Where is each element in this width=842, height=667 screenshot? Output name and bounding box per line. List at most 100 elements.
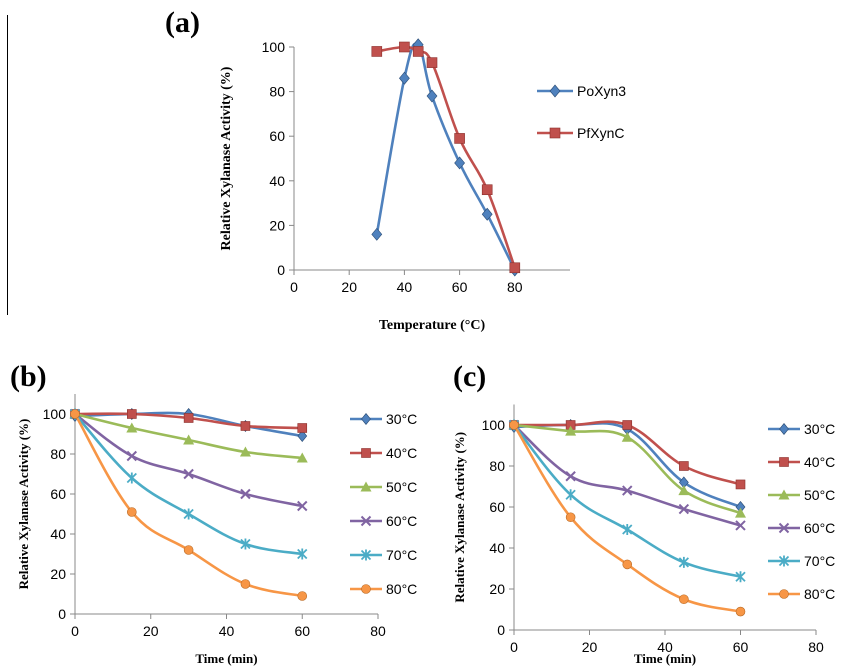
chart-a-x-tick-20: 20 <box>341 279 357 295</box>
chart-c-legend-label-30c: 30°C <box>804 421 835 437</box>
chart-c-legend-marker-50c <box>778 489 790 500</box>
chart-b-y-tick-40: 40 <box>50 526 66 542</box>
chart-b-point-80c-60 <box>297 591 308 601</box>
chart-b-thermostability: 0 20 40 60 80 0 20 40 60 80 100 Time (min) Relative … <box>16 394 417 666</box>
chart-a-series-poxyn3 <box>371 38 521 277</box>
chart-c-legend-marker-40c <box>779 457 789 467</box>
chart-c-point-50c-30 <box>621 431 633 442</box>
chart-c-point-70c-30 <box>622 524 633 536</box>
chart-a-line-pfxync <box>376 45 517 269</box>
chart-b-legend-item-50c: 50°C <box>350 479 417 495</box>
chart-b-point-60c-45 <box>240 488 251 500</box>
chart-a-temperature-profile: 0 20 40 60 80 0 20 40 60 80 100 Temperature (°C) Rel… <box>219 38 626 333</box>
chart-c-legend-marker-30c <box>779 423 789 435</box>
chart-b-legend-item-80c: 80°C <box>350 581 417 597</box>
chart-c-point-70c-45 <box>678 556 690 568</box>
chart-b-x-tick-40: 40 <box>219 623 235 639</box>
chart-b-y-tick-100: 100 <box>43 406 67 422</box>
chart-c-point-80c-30 <box>622 559 633 570</box>
chart-b-legend-label-60c: 60°C <box>386 513 417 529</box>
chart-a-series-pfxync <box>371 41 521 274</box>
chart-c-point-60c-45 <box>678 503 690 515</box>
chart-c-point-70c-60 <box>735 571 746 583</box>
chart-a-x-tick-40: 40 <box>397 279 413 295</box>
chart-b-point-70c-45 <box>240 538 251 550</box>
chart-c-point-80c-15 <box>565 512 576 523</box>
panel-divider-line <box>7 15 8 315</box>
chart-c-point-60c-60 <box>735 520 746 531</box>
chart-c-point-60c-15 <box>565 471 576 482</box>
chart-b-legend-marker-80c <box>361 584 371 594</box>
chart-a-x-tick-0: 0 <box>290 279 298 295</box>
chart-c-y-axis-title: Relative Xylanase Activity (%) <box>452 432 467 603</box>
chart-c-legend-label-80c: 80°C <box>804 586 835 602</box>
chart-a-y-tick-80: 80 <box>269 84 285 100</box>
chart-b-legend-label-70c: 70°C <box>386 547 417 563</box>
chart-b-y-axis-title: Relative Xylanase Activity (%) <box>16 419 31 590</box>
chart-c-legend-label-50c: 50°C <box>804 487 835 503</box>
chart-b-x-axis-title: Time (min) <box>195 651 257 666</box>
chart-a-point-poxyn3-30 <box>371 227 383 241</box>
chart-c-point-80c-45 <box>679 594 689 605</box>
chart-c-point-50c-60 <box>735 507 746 518</box>
chart-b-point-80c-15 <box>127 507 137 517</box>
chart-a-point-pfxync-40 <box>399 41 410 53</box>
chart-c-legend-item-40c: 40°C <box>768 454 835 470</box>
chart-a-legend-label-pfxync: PfXynC <box>577 125 624 141</box>
chart-c-thermostability: 0 20 40 60 80 0 20 40 60 80 100 Time (min) Relative … <box>452 404 835 666</box>
chart-b-legend-item-60c: 60°C <box>350 513 417 529</box>
chart-c-legend-item-70c: 70°C <box>768 553 835 569</box>
chart-b-point-60c-30 <box>183 468 194 480</box>
chart-c-point-40c-30 <box>622 420 633 430</box>
chart-a-point-pfxync-80 <box>509 262 521 274</box>
chart-b-series-80c <box>70 409 308 601</box>
chart-a-y-tick-0: 0 <box>277 262 285 278</box>
chart-a-point-poxyn3-60 <box>454 156 465 170</box>
chart-c-legend-marker-80c <box>779 589 789 599</box>
chart-b-legend-marker-40c <box>361 448 371 458</box>
chart-b-x-tick-0: 0 <box>71 623 79 639</box>
chart-b-point-40c-45 <box>240 421 251 431</box>
chart-c-legend-label-60c: 60°C <box>804 520 835 536</box>
chart-c-legend-item-60c: 60°C <box>768 520 835 536</box>
chart-b-point-60c-60 <box>297 500 308 512</box>
chart-b-point-40c-30 <box>183 413 194 423</box>
chart-c-y-tick-40: 40 <box>489 540 505 556</box>
chart-a-point-pfxync-70 <box>481 184 493 196</box>
chart-a-point-pfxync-60 <box>454 133 465 144</box>
chart-c-point-60c-30 <box>622 485 633 496</box>
chart-b-axes: 0 20 40 60 80 0 20 40 60 80 100 Time (min) Relative … <box>16 394 386 666</box>
chart-c-y-tick-0: 0 <box>497 622 505 638</box>
chart-c-point-50c-45 <box>678 485 690 496</box>
chart-a-y-tick-40: 40 <box>269 173 285 189</box>
panel-a-label: (a) <box>165 6 200 39</box>
chart-b-point-80c-0 <box>70 409 80 419</box>
chart-b-point-50c-60 <box>296 452 308 463</box>
chart-a-legend-label-poxyn3: PoXyn3 <box>577 83 626 99</box>
chart-c-y-tick-80: 80 <box>489 458 505 474</box>
chart-c-legend-label-40c: 40°C <box>804 454 835 470</box>
chart-c-legend-item-80c: 80°C <box>768 586 835 602</box>
chart-a-point-pfxync-50 <box>426 57 438 68</box>
chart-b-legend-label-40c: 40°C <box>386 445 417 461</box>
chart-a-y-axis-title: Relative Xylanase Activity (%) <box>219 66 234 250</box>
chart-c-line-80c <box>512 424 741 613</box>
chart-a-point-pfxync-30 <box>371 46 383 57</box>
chart-c-point-40c-45 <box>679 461 689 471</box>
chart-c-series-50c <box>508 419 746 518</box>
chart-b-legend-marker-70c <box>360 549 372 561</box>
chart-a-point-pfxync-45 <box>412 46 424 57</box>
chart-a-line-poxyn3 <box>375 42 516 271</box>
chart-c-legend-item-50c: 50°C <box>768 487 835 503</box>
chart-c-point-80c-0 <box>509 420 519 430</box>
chart-b-point-40c-15 <box>127 409 137 419</box>
chart-c-y-tick-100: 100 <box>482 417 506 433</box>
chart-c-point-40c-60 <box>735 479 746 490</box>
chart-c-y-tick-20: 20 <box>489 581 505 597</box>
chart-b-point-80c-30 <box>183 545 194 555</box>
chart-c-y-tick-60: 60 <box>489 499 505 515</box>
chart-c-x-tick-0: 0 <box>510 639 518 655</box>
chart-b-legend-marker-60c <box>360 515 372 527</box>
chart-b-legend-label-30c: 30°C <box>386 411 417 427</box>
chart-c-legend-label-70c: 70°C <box>804 553 835 569</box>
